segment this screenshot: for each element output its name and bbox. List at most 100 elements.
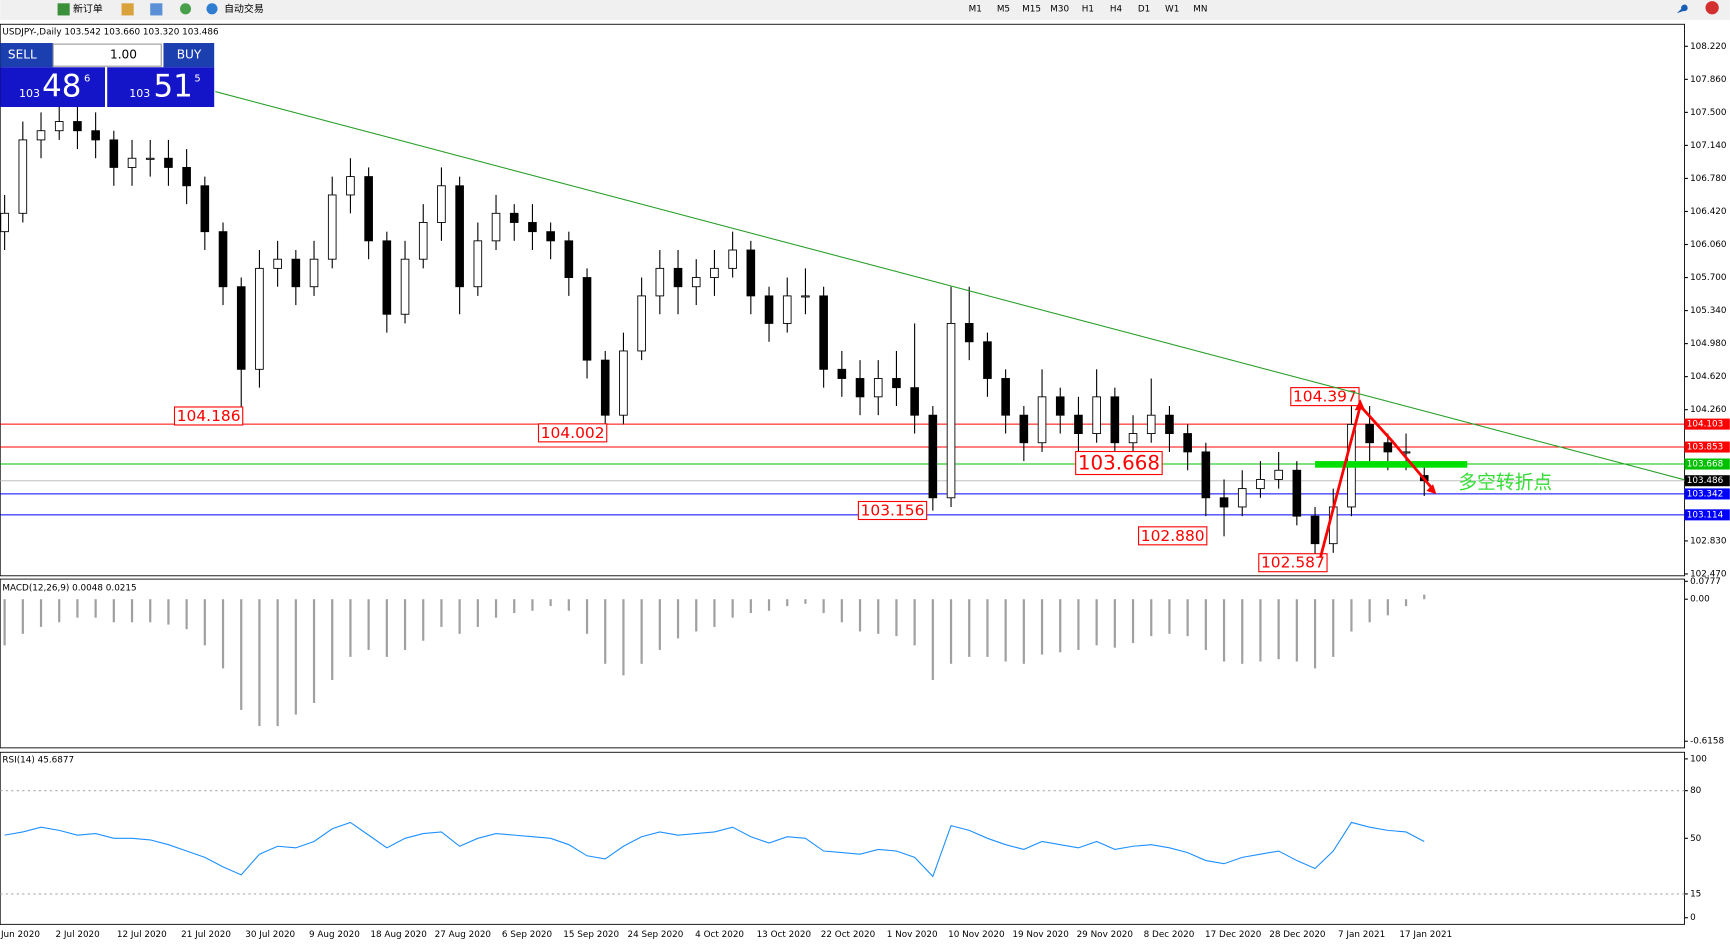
plot: 108.220 107.860 107.500 107.140 106.780 106.4…: [0, 42, 1730, 940]
macd-bar: [312, 599, 316, 704]
candle-body: [0, 212, 9, 233]
timeframe-button[interactable]: H1: [1082, 4, 1094, 14]
candle-body: [200, 185, 210, 233]
lots-input[interactable]: [52, 43, 162, 67]
sell-button[interactable]: [0, 43, 54, 68]
macd-bar: [1095, 599, 1098, 646]
macd-bar: [1350, 599, 1353, 632]
macd-bar: [1368, 599, 1371, 623]
candle-body: [1128, 433, 1138, 444]
annotation-box: [537, 423, 608, 443]
macd-bar: [385, 599, 388, 657]
candle-body: [691, 277, 701, 288]
price-annotation: 103.156: [861, 502, 925, 520]
macd-bar: [968, 599, 971, 657]
macd-bar: [549, 599, 552, 607]
timeframe-button[interactable]: M15: [1022, 4, 1041, 14]
y-tick-label: 104.620: [1690, 372, 1727, 382]
x-tick-label: 10 Nov 2020: [948, 930, 1005, 940]
tool-icon[interactable]: [150, 3, 163, 16]
macd-bar: [58, 599, 61, 623]
x-tick-label: 30 Jul 2020: [245, 930, 295, 940]
candle-body: [1274, 469, 1283, 480]
sell-price-small: 6: [84, 73, 90, 84]
price-line-label: 103.486: [1687, 476, 1724, 486]
y-tick-label: 102.830: [1690, 536, 1727, 546]
x-tick-label: 29 Nov 2020: [1077, 930, 1134, 940]
candle-body: [564, 240, 574, 278]
price-line-tag: [1684, 488, 1730, 500]
macd-bar: [203, 599, 206, 646]
timeframe-button[interactable]: D1: [1138, 4, 1150, 14]
price-line-label: 104.103: [1687, 420, 1723, 430]
macd-bar: [367, 599, 370, 650]
macd-bar: [185, 599, 188, 630]
macd-bar: [840, 599, 843, 623]
candle-body: [1365, 423, 1374, 444]
x-tick-label: 23 Jun 2020: [0, 930, 40, 940]
macd-bar: [676, 599, 680, 639]
buy-label[interactable]: BUY: [177, 48, 202, 62]
macd-bar: [1295, 599, 1298, 662]
timeframe-button[interactable]: M5: [997, 4, 1010, 14]
macd-bar: [986, 599, 989, 657]
macd-bar: [130, 599, 134, 623]
search-icon[interactable]: [1676, 4, 1688, 14]
timeframe-button[interactable]: M1: [969, 4, 982, 14]
tool-icon[interactable]: [121, 3, 134, 16]
macd-bar: [1168, 599, 1171, 634]
timeframe-button[interactable]: H4: [1110, 4, 1123, 14]
x-tick-label: 15 Sep 2020: [563, 930, 619, 940]
price-line-tag: [1684, 458, 1730, 470]
macd-bar: [1186, 599, 1189, 637]
candle-body: [1074, 414, 1083, 434]
candle-body: [1310, 515, 1320, 545]
annotation-box: [857, 500, 928, 521]
macd-bar: [403, 599, 407, 650]
sell-label[interactable]: SELL: [8, 48, 37, 62]
candle-body: [582, 277, 592, 361]
macd-bar: [349, 599, 352, 657]
price-annotation: 104.002: [541, 424, 605, 442]
buy-price-box[interactable]: [107, 67, 215, 107]
macd-bar: [21, 599, 24, 634]
macd-bar: [1404, 599, 1408, 607]
y-tick-label: 0.00: [1690, 595, 1710, 605]
macd-bar: [531, 599, 534, 611]
candle-body: [1019, 414, 1029, 444]
timeframe-button[interactable]: W1: [1165, 4, 1179, 14]
timeframe-button[interactable]: M30: [1050, 4, 1069, 14]
macd-bar: [1113, 599, 1116, 648]
macd-bar: [1259, 599, 1262, 662]
buy-button[interactable]: [163, 43, 215, 68]
sell-price-box[interactable]: [0, 67, 106, 107]
new-order-button[interactable]: 新订单: [73, 2, 103, 15]
y-tick-label: 100: [1690, 754, 1707, 764]
auto-trading-icon[interactable]: [206, 3, 218, 15]
macd-bar: [767, 599, 771, 611]
macd-bar: [1004, 599, 1007, 662]
trade-panel: SELL 1.00 BUY 103 48 6 103 51 5: [0, 43, 215, 107]
tool-icon[interactable]: [180, 3, 192, 15]
lots-value[interactable]: 1.00: [110, 48, 137, 62]
annotation-box: [1258, 553, 1328, 573]
candle-body: [528, 222, 537, 233]
candle-body: [364, 176, 373, 242]
candle-body: [782, 295, 792, 324]
macd-bar: [858, 599, 862, 632]
candle-body: [1219, 497, 1229, 508]
notification-badge[interactable]: [1705, 1, 1719, 15]
auto-trading-button[interactable]: 自动交易: [224, 2, 264, 15]
macd-bar: [695, 599, 698, 632]
candle-body: [418, 222, 428, 260]
new-order-icon[interactable]: [57, 3, 70, 16]
y-tick-label: 106.780: [1690, 174, 1727, 184]
candle-body: [346, 176, 355, 196]
timeframe-button[interactable]: MN: [1193, 4, 1207, 14]
price-annotation: 103.668: [1078, 452, 1160, 475]
candle-body: [728, 249, 737, 269]
arrow-heads: [1354, 399, 1437, 495]
macd-bar: [731, 599, 734, 618]
x-tick-label: 8 Dec 2020: [1144, 930, 1195, 940]
price-line-label: 103.853: [1687, 443, 1723, 453]
